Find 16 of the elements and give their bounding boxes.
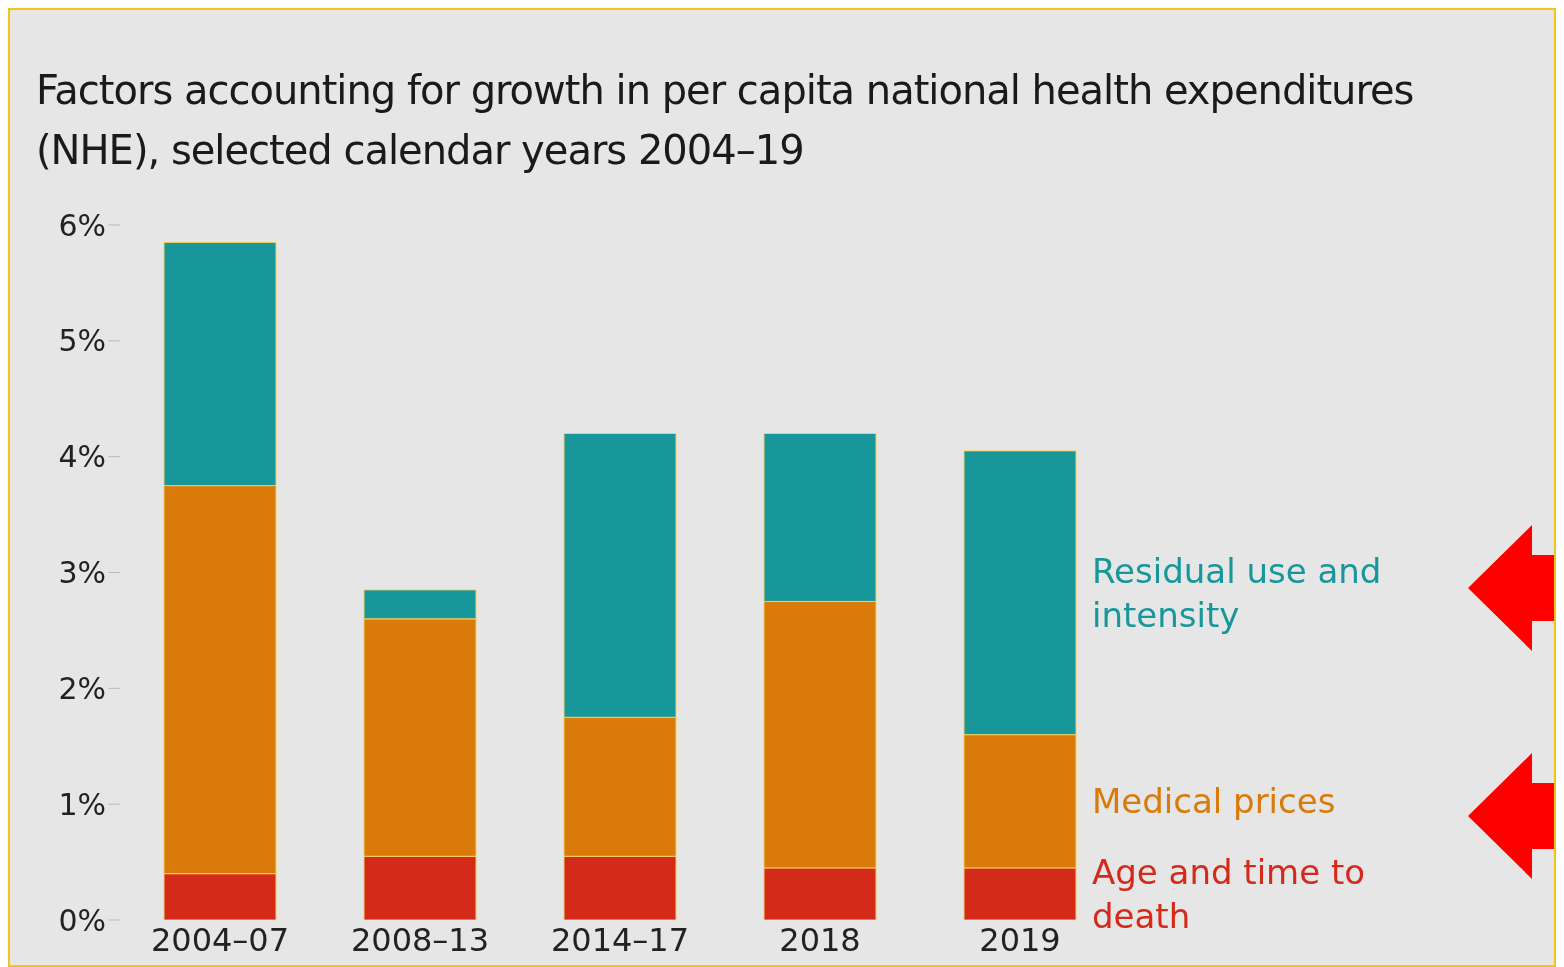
y-tick-label: 4%: [58, 439, 106, 475]
chart-title: Factors accounting for growth in per capita national health expenditures (NHE), selected calendar years 2004–19: [36, 66, 1415, 175]
y-tick-label: 6%: [58, 207, 106, 243]
series-label: Residual use and intensity: [1092, 550, 1382, 635]
x-tick-label: 2014–17: [550, 920, 690, 959]
y-tick-label: 5%: [58, 323, 106, 359]
series-label: Medical prices: [1092, 781, 1336, 822]
x-tick-label: 2018: [779, 920, 861, 959]
y-tick-label: 3%: [58, 555, 106, 591]
y-tick-label: 1%: [58, 786, 106, 822]
y-tick-label: 0%: [58, 902, 106, 938]
x-tick-label: 2008–13: [350, 920, 490, 959]
x-tick-label: 2004–07: [150, 920, 290, 959]
series-label: Age and time to death: [1092, 851, 1366, 936]
x-tick-label: 2019: [979, 920, 1061, 959]
y-tick-label: 2%: [58, 670, 106, 706]
